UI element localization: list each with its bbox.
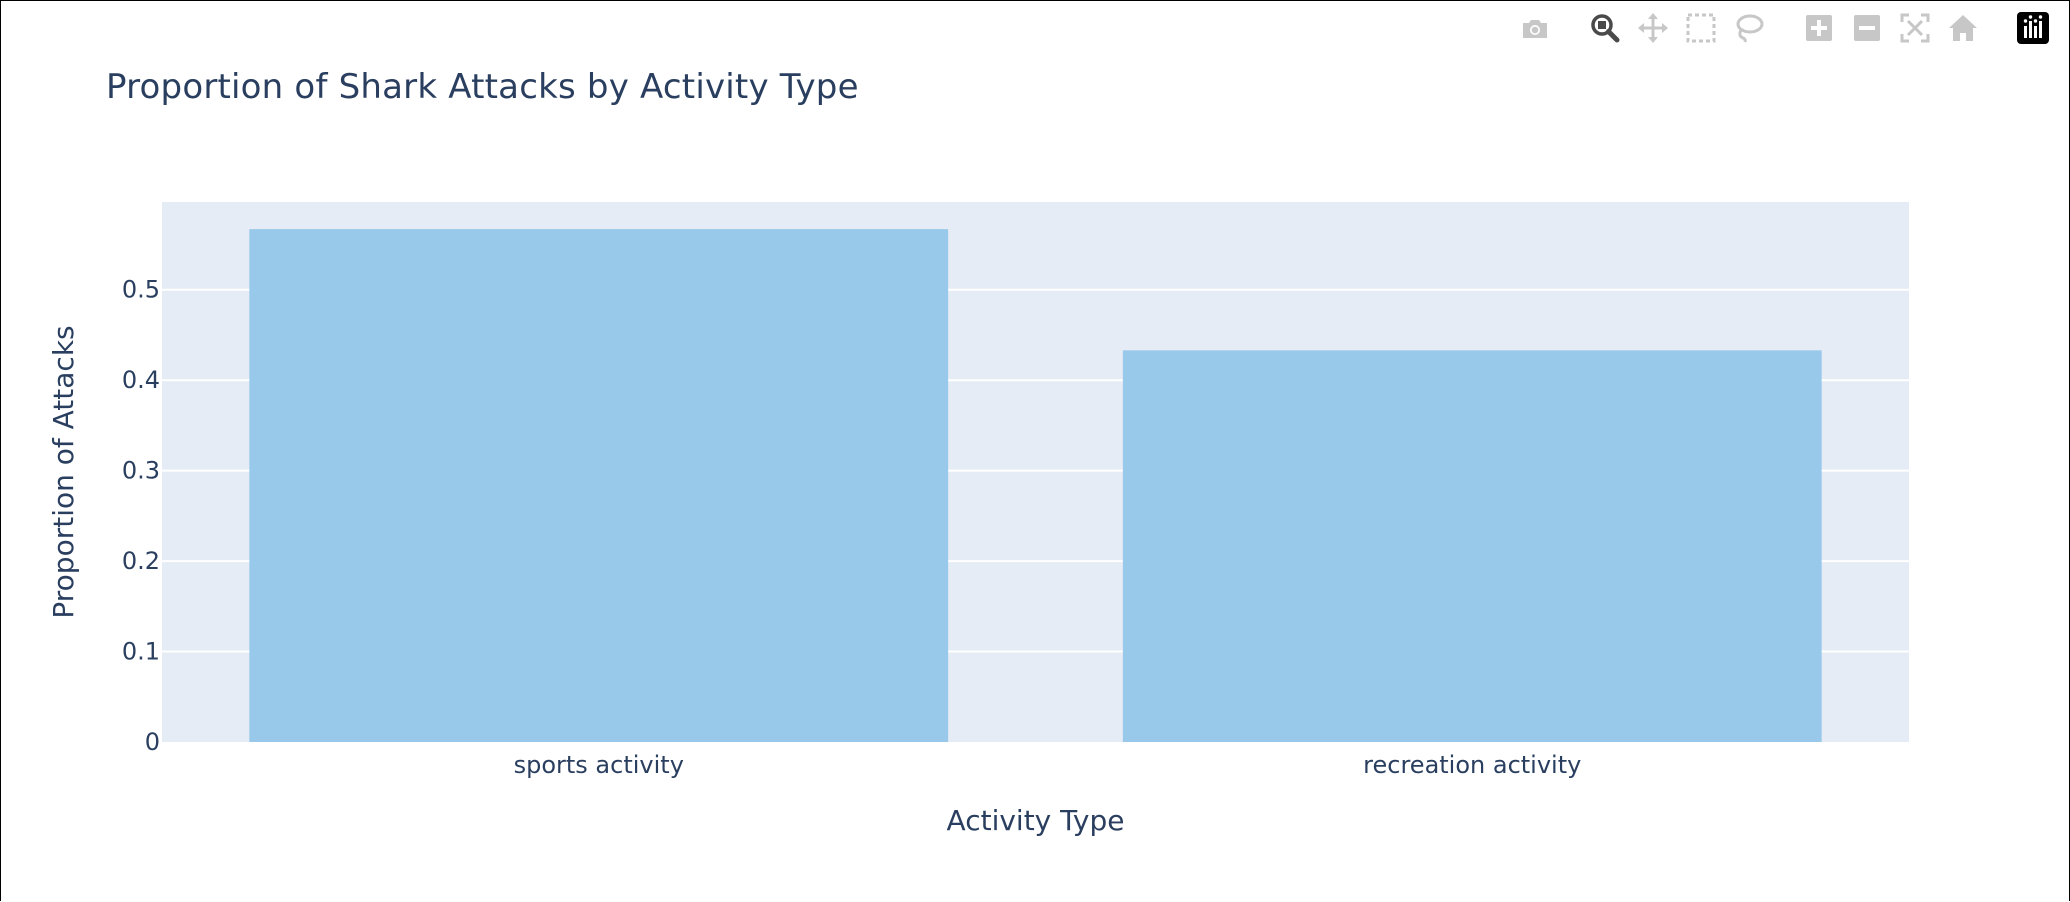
- autoscale-icon: [1900, 13, 1930, 43]
- reset-axes-icon: [1949, 15, 1977, 41]
- zoom-button[interactable]: [1587, 10, 1623, 46]
- x-axis-title: Activity Type: [947, 804, 1125, 837]
- plotly-logo-link[interactable]: [2015, 10, 2051, 46]
- bars: [249, 229, 1822, 742]
- bar-recreation-activity[interactable]: [1122, 350, 1822, 742]
- y-tick-label: 0.2: [122, 547, 160, 575]
- lasso-select-button[interactable]: [1731, 10, 1767, 46]
- zoom-out-button[interactable]: [1849, 10, 1885, 46]
- chart-title: Proportion of Shark Attacks by Activity …: [106, 67, 859, 107]
- box-select-icon: [1686, 13, 1716, 43]
- modebar-group-logo: [2009, 10, 2057, 46]
- zoom-in-icon: [1806, 15, 1832, 41]
- y-axis-title: Proportion of Attacks: [47, 325, 80, 618]
- zoom-icon: [1591, 14, 1620, 43]
- y-tick-label: 0.1: [122, 638, 160, 666]
- x-tick-label: sports activity: [514, 751, 684, 779]
- autoscale-button[interactable]: [1897, 10, 1933, 46]
- y-tick-label: 0.5: [122, 276, 160, 304]
- lasso-select-icon: [1736, 14, 1764, 43]
- zoom-out-icon: [1854, 15, 1880, 41]
- box-select-button[interactable]: [1683, 10, 1719, 46]
- download-plot-button[interactable]: [1517, 10, 1553, 46]
- zoom-in-button[interactable]: [1801, 10, 1837, 46]
- x-axis-ticks: sports activity recreation activity: [514, 751, 1582, 779]
- y-tick-label: 0.3: [122, 457, 160, 485]
- x-tick-label: recreation activity: [1363, 751, 1581, 779]
- reset-axes-button[interactable]: [1945, 10, 1981, 46]
- y-tick-label: 0.4: [122, 366, 160, 394]
- modebar-group-zoom: [1795, 10, 1987, 46]
- y-tick-label: 0: [145, 728, 160, 756]
- modebar: [1489, 10, 2057, 46]
- modebar-group-export: [1511, 10, 1559, 46]
- pan-button[interactable]: [1635, 10, 1671, 46]
- modebar-group-drag: [1581, 10, 1773, 46]
- bar-sports-activity[interactable]: [249, 229, 949, 742]
- y-axis-ticks: 0 0.1 0.2 0.3 0.4 0.5: [122, 276, 160, 756]
- camera-icon: [1523, 20, 1547, 38]
- plotly-logo-icon: [2017, 12, 2049, 44]
- pan-icon: [1638, 13, 1668, 43]
